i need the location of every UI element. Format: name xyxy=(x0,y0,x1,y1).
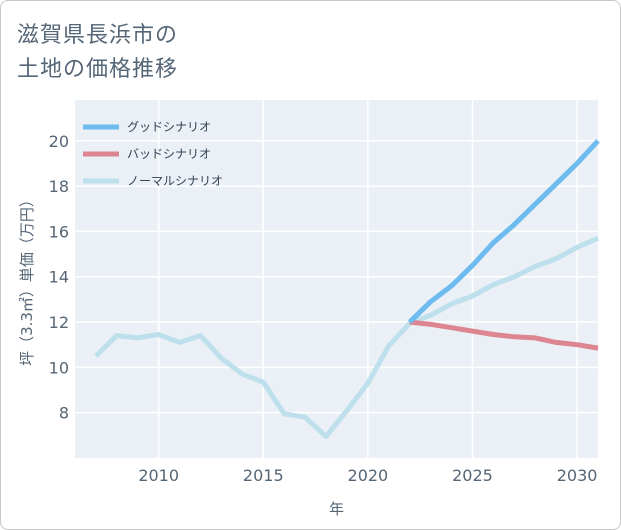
series-line-bad xyxy=(409,319,599,351)
series-line-good xyxy=(407,139,600,324)
x-tick-label: 2025 xyxy=(452,466,493,485)
y-tick-label: 8 xyxy=(59,404,69,423)
y-tick-label: 10 xyxy=(49,358,69,377)
x-tick-labels: 2010 2015 2020 2025 2030 xyxy=(138,466,597,485)
series-line-normal xyxy=(94,235,599,439)
y-tick-label: 20 xyxy=(49,132,69,151)
series-lines xyxy=(94,139,600,439)
x-tick-label: 2030 xyxy=(557,466,598,485)
y-tick-labels: 8 10 12 14 16 18 20 xyxy=(49,132,69,423)
x-tick-label: 2020 xyxy=(348,466,389,485)
legend-label-good: グッドシナリオ xyxy=(127,120,211,134)
y-tick-label: 18 xyxy=(49,177,69,196)
y-tick-label: 14 xyxy=(49,268,69,287)
y-tick-label: 12 xyxy=(49,313,69,332)
y-axis-title: 坪（3.3㎡）単価（万円） xyxy=(18,192,36,366)
chart-title-line2: 土地の価格推移 xyxy=(17,57,179,82)
y-tick-label: 16 xyxy=(49,222,69,241)
chart-title: 滋賀県長浜市の 土地の価格推移 xyxy=(17,19,178,87)
x-tick-label: 2015 xyxy=(243,466,284,485)
legend-label-normal: ノーマルシナリオ xyxy=(127,174,223,188)
x-axis-title: 年 xyxy=(329,500,344,518)
chart-title-line1: 滋賀県長浜市の xyxy=(17,23,179,48)
legend-label-bad: バッドシナリオ xyxy=(127,147,211,161)
x-tick-label: 2010 xyxy=(138,466,179,485)
